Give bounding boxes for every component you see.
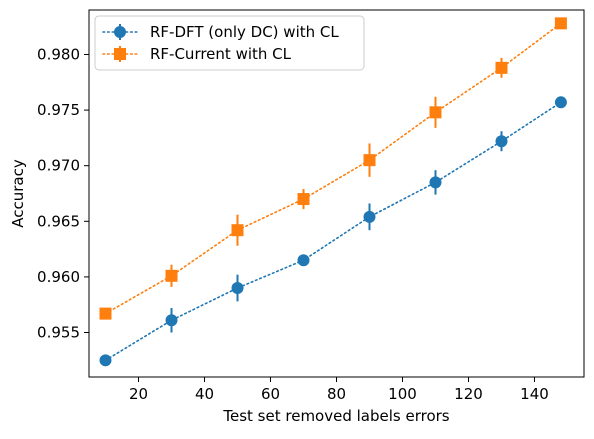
data-point-1-5 bbox=[429, 106, 442, 119]
data-point-0-0 bbox=[99, 354, 112, 367]
y-tick-label-5: 0.980 bbox=[37, 45, 80, 63]
data-point-0-1 bbox=[165, 314, 178, 327]
legend: RF-DFT (only DC) with CL RF-Current with … bbox=[94, 15, 365, 71]
y-tick-label-3: 0.970 bbox=[37, 157, 80, 175]
x-tick-label-5: 120 bbox=[454, 385, 483, 403]
data-point-1-2 bbox=[231, 224, 244, 237]
data-point-1-4 bbox=[363, 154, 376, 167]
y-tick-label-1: 0.960 bbox=[37, 268, 80, 286]
series-line-1 bbox=[104, 22, 562, 315]
x-tick-label-2: 60 bbox=[261, 385, 280, 403]
x-tick-label-3: 80 bbox=[327, 385, 346, 403]
data-point-0-3 bbox=[297, 254, 310, 267]
data-point-0-4 bbox=[363, 210, 376, 223]
x-axis-label: Test set removed labels errors bbox=[222, 407, 449, 425]
data-point-1-1 bbox=[165, 269, 178, 282]
x-tick-label-0: 20 bbox=[129, 385, 148, 403]
x-tick-label-4: 100 bbox=[388, 385, 417, 403]
legend-label-1: RF-Current with CL bbox=[150, 45, 292, 63]
y-tick-label-2: 0.965 bbox=[37, 212, 80, 230]
legend-label-0: RF-DFT (only DC) with CL bbox=[150, 23, 339, 41]
data-point-0-2 bbox=[231, 282, 244, 295]
plot-layer bbox=[99, 17, 567, 367]
legend-marker-0 bbox=[114, 26, 126, 38]
data-point-1-7 bbox=[554, 17, 567, 30]
series-line-0 bbox=[104, 101, 562, 362]
x-tick-label-6: 140 bbox=[520, 385, 549, 403]
y-axis-label: Accuracy bbox=[9, 159, 27, 228]
data-point-1-6 bbox=[495, 61, 508, 74]
data-point-0-7 bbox=[554, 96, 567, 109]
legend-marker-1 bbox=[114, 48, 126, 60]
data-point-0-5 bbox=[429, 176, 442, 189]
legend-box bbox=[94, 15, 365, 71]
data-point-1-3 bbox=[297, 193, 310, 206]
x-tick-label-1: 40 bbox=[195, 385, 214, 403]
axes-layer: 20 40 60 80 100 120 140 0.955 0.960 0.965 0.970 0.9… bbox=[9, 9, 585, 425]
data-point-0-6 bbox=[495, 135, 508, 148]
data-point-1-0 bbox=[99, 307, 112, 320]
y-tick-label-0: 0.955 bbox=[37, 324, 80, 342]
y-tick-label-4: 0.975 bbox=[37, 101, 80, 119]
